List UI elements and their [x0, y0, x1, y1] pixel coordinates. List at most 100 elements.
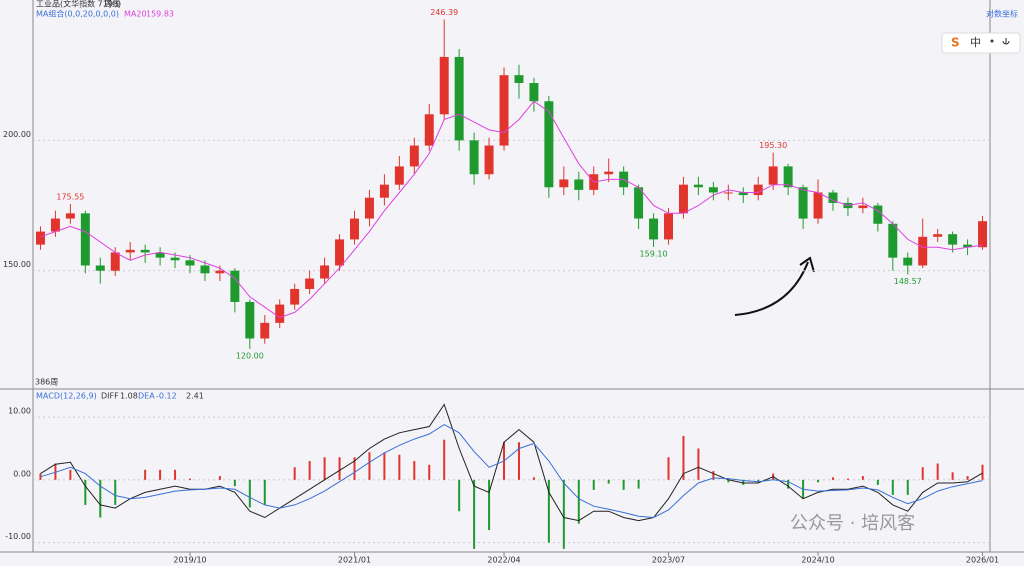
dea-line [40, 424, 983, 519]
candle-body [185, 260, 195, 266]
candle-body [604, 171, 614, 175]
candle-body [768, 166, 778, 185]
candle-body [798, 187, 808, 219]
candle-body [290, 288, 300, 305]
x-tick-label: 2019/10 [173, 556, 206, 565]
macd-y-tick-label: -10.00 [5, 532, 31, 541]
dea-name: DEA [138, 392, 155, 401]
toolbar-mic[interactable] [1002, 38, 1010, 45]
toolbar-box [941, 32, 1021, 54]
ma-last-value: 159.83 [146, 10, 174, 19]
candle-body [933, 234, 943, 237]
y-tick-label: 200.00 [3, 130, 31, 139]
candle-body [65, 213, 75, 219]
toolbar-s[interactable]: S [951, 36, 960, 50]
candle-body [379, 184, 389, 198]
candle-body [140, 249, 150, 253]
candle-body [499, 75, 509, 146]
x-tick-label: 2026/01 [966, 556, 999, 565]
hist-last-value: 2.41 [186, 392, 204, 401]
high-label: 246.39 [430, 8, 458, 17]
ma-line [40, 100, 983, 319]
candle-body [260, 322, 270, 339]
toolbar: S 中 [941, 32, 1021, 54]
watermark: 公众号 · 培风客 [790, 513, 915, 534]
candle-body [963, 244, 973, 248]
candle-body [753, 184, 763, 196]
macd-name: MACD(12,26,9) [36, 392, 97, 401]
high-label: 195.30 [759, 141, 787, 150]
candle-body [918, 236, 928, 266]
candle-body [903, 257, 913, 266]
candle-body [738, 192, 748, 196]
low-label: 120.00 [236, 351, 264, 360]
ma-legend: MA组合(0,0,20,0,0,0) [36, 9, 119, 19]
candle-body [424, 114, 434, 146]
candle-body [170, 257, 180, 261]
candle-body [873, 205, 883, 224]
x-tick-label: 2023/07 [652, 556, 685, 565]
high-label: 175.55 [56, 193, 84, 202]
toolbar-dot[interactable] [990, 39, 994, 43]
scale-mode: 对数坐标 [986, 9, 1018, 19]
x-tick-label: 2021/01 [338, 556, 371, 565]
candle-body [364, 197, 374, 219]
candle-body [215, 270, 225, 274]
candle-body [708, 187, 718, 193]
candle-body [559, 179, 569, 188]
candle-body [335, 239, 345, 266]
candle-body [439, 56, 449, 115]
x-tick-label: 2024/10 [801, 556, 834, 565]
candle-body [35, 231, 45, 245]
candle-body [948, 234, 958, 245]
candle-body [110, 252, 120, 271]
candle-body [155, 252, 165, 258]
hand-drawn-arrow [734, 256, 815, 316]
period: 周线 [104, 0, 120, 9]
candle-body [469, 140, 479, 175]
instrument-title: 工业品(文华指数 7193) [36, 0, 121, 9]
candle-body [230, 270, 240, 302]
diff-last-value: 1.08 [120, 392, 138, 401]
candle-body [484, 145, 494, 175]
candle-body [634, 187, 644, 219]
candle-body [95, 265, 105, 271]
candle-body [978, 221, 988, 248]
candle-body [693, 184, 703, 188]
candle-body [544, 101, 554, 188]
candle-body [678, 184, 688, 214]
candle-body [125, 249, 135, 253]
candle-body [828, 192, 838, 203]
candle-body [320, 265, 330, 279]
candle-body [813, 192, 823, 219]
candle-body [574, 179, 584, 190]
diff-name: DIFF [101, 392, 119, 401]
low-label: 159.10 [640, 249, 668, 258]
candle-body [529, 82, 539, 102]
candle-body [350, 218, 359, 240]
candle-body [664, 213, 673, 240]
candle-body [858, 205, 868, 209]
toolbar-zh[interactable]: 中 [970, 36, 981, 49]
ma-name: MA20 [124, 10, 147, 19]
candle-body [394, 166, 404, 185]
candle-body [245, 301, 255, 339]
bar-count: 386周 [35, 378, 58, 387]
candle-body [409, 145, 419, 167]
x-tick-label: 2022/04 [487, 556, 520, 565]
y-tick-label: 150.00 [3, 260, 31, 269]
candle-body [783, 166, 793, 188]
candle-body [649, 218, 659, 240]
candle-body [723, 192, 733, 194]
candle-body [275, 304, 285, 323]
candle-body [454, 56, 464, 141]
candle-body [50, 218, 60, 232]
macd-y-tick-label: 0.00 [13, 469, 31, 478]
candle-body [514, 75, 524, 83]
candle-body [80, 213, 90, 266]
dea-last-value: -0.12 [156, 392, 177, 401]
candle-body [200, 265, 210, 274]
low-label: 148.57 [894, 277, 922, 286]
